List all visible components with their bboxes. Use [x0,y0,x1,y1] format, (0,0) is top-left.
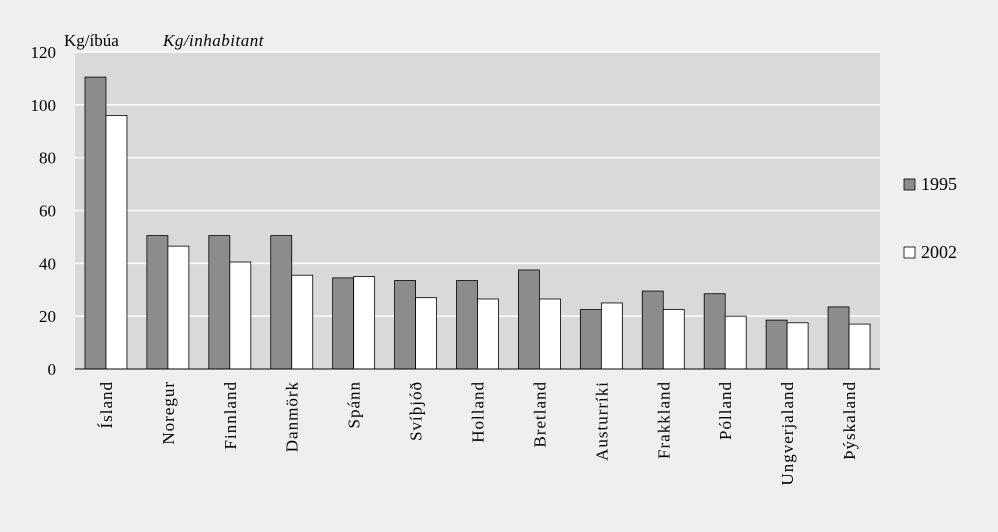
bar-2002-7 [477,298,499,370]
x-tick-label: Þýskaland [840,381,859,460]
bar-1995-2 [146,235,169,370]
x-tick-label: Bretland [530,381,549,448]
bar-1995-3 [208,235,231,370]
x-tick-label: Noregur [159,381,178,445]
bar-2002-3 [229,261,252,370]
y-tick-label: 80 [39,149,56,168]
x-tick-label: Danmörk [283,381,302,452]
x-tick-label: Holland [469,381,488,443]
x-tick-label: Frakkland [654,381,673,459]
bar-2002-5 [353,276,376,370]
bar-1995-1 [84,76,107,370]
bar-2002-13 [848,323,871,370]
legend: 1995 2002 [903,174,957,262]
x-tick-label: Finnland [221,381,240,449]
x-axis-labels: Ísland Noregur Finnland Danmörk Spánn Svíþjóð… [97,381,859,486]
legend-swatch-1995 [903,178,916,191]
bar-2002-12 [786,322,809,370]
legend-label-2002: 2002 [921,242,957,262]
bar-1995-11 [703,293,726,370]
legend-label-1995: 1995 [921,174,957,194]
x-tick-label: Austurríki [592,381,611,461]
bar-1995-8 [518,269,540,370]
bar-2002-8 [539,298,561,370]
bar-1995-9 [579,309,602,370]
y-tick-label: 0 [48,360,57,379]
bar-2002-9 [600,302,623,370]
y-axis-ticks: 0 20 40 60 80 100 120 [31,43,57,379]
bar-1995-4 [270,235,293,370]
bar-1995-12 [765,319,788,370]
y-tick-label: 20 [39,307,56,326]
bar-2002-10 [662,309,685,370]
x-tick-label: Spánn [345,381,364,429]
bar-1995-10 [641,290,664,370]
y-tick-label: 40 [39,254,56,273]
y-tick-label: 60 [39,202,56,221]
bar-1995-7 [456,280,478,370]
y-axis-unit-label-english: Kg/inhabitant [162,31,265,50]
x-tick-label: Svíþjóð [407,381,426,441]
bars [84,76,871,370]
x-tick-label: Pólland [716,381,735,440]
bar-1995-6 [394,280,416,370]
legend-swatch-2002 [903,246,916,259]
bar-2002-11 [724,315,747,370]
bar-2002-6 [415,297,437,370]
y-tick-label: 100 [31,96,57,115]
y-axis-unit-label: Kg/íbúa [64,31,119,50]
x-tick-label: Ungverjaland [778,381,797,486]
bar-2002-1 [105,115,128,370]
y-tick-label: 120 [31,43,57,62]
bar-2002-2 [167,245,190,370]
x-tick-label: Ísland [97,381,116,429]
bar-2002-4 [291,274,314,370]
bar-1995-13 [827,306,850,370]
bar-1995-5 [332,277,355,370]
